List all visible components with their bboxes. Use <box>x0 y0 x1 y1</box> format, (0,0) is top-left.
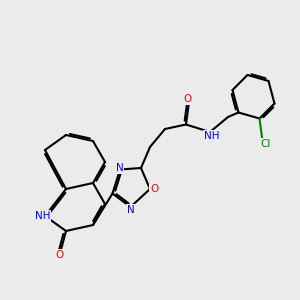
Text: NH: NH <box>35 211 50 221</box>
Text: Cl: Cl <box>260 139 271 149</box>
Text: NH: NH <box>204 130 219 141</box>
Text: O: O <box>150 184 159 194</box>
Text: N: N <box>127 205 135 215</box>
Text: N: N <box>116 163 123 173</box>
Text: O: O <box>56 250 64 260</box>
Text: O: O <box>183 94 192 104</box>
